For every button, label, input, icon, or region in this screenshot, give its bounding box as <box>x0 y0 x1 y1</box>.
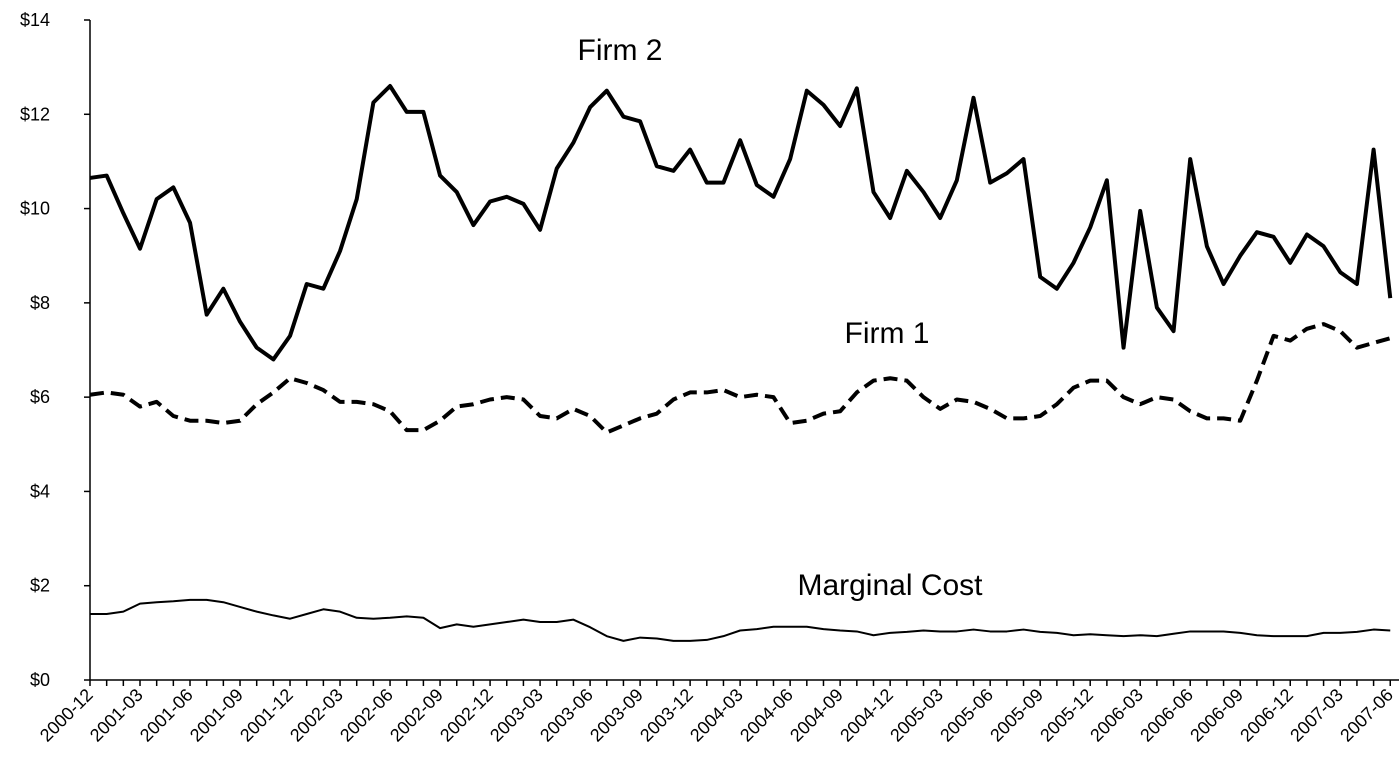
x-tick-label: 2006-03 <box>1086 685 1147 746</box>
x-tick-label: 2004-09 <box>786 685 847 746</box>
x-tick-label: 2006-12 <box>1236 685 1297 746</box>
y-tick-label: $12 <box>20 104 50 124</box>
x-tick-label: 2005-03 <box>886 685 947 746</box>
y-tick-label: $2 <box>30 576 50 596</box>
x-tick-label: 2006-09 <box>1186 685 1247 746</box>
x-tick-label: 2002-06 <box>336 685 397 746</box>
x-tick-label: 2005-09 <box>986 685 1047 746</box>
x-tick-label: 2007-03 <box>1286 685 1347 746</box>
series-label: Marginal Cost <box>797 569 983 602</box>
y-tick-label: $0 <box>30 670 50 690</box>
x-tick-label: 2007-06 <box>1336 685 1397 746</box>
x-tick-label: 2003-06 <box>536 685 597 746</box>
x-tick-label: 2001-09 <box>186 685 247 746</box>
x-tick-label: 2004-03 <box>686 685 747 746</box>
x-tick-label: 2001-03 <box>86 685 147 746</box>
x-tick-label: 2000-12 <box>36 685 97 746</box>
x-tick-label: 2004-12 <box>836 685 897 746</box>
x-tick-label: 2002-03 <box>286 685 347 746</box>
y-tick-label: $6 <box>30 387 50 407</box>
series-label: Firm 2 <box>578 34 663 67</box>
x-tick-label: 2001-12 <box>236 685 297 746</box>
series-line <box>89 322 1391 435</box>
y-tick-label: $8 <box>30 293 50 313</box>
x-tick-label: 2003-09 <box>586 685 647 746</box>
y-tick-label: $14 <box>20 10 50 30</box>
x-tick-label: 2005-12 <box>1036 685 1097 746</box>
y-tick-label: $10 <box>20 199 50 219</box>
series-line <box>90 598 1391 642</box>
series-line <box>89 84 1393 362</box>
x-tick-label: 2006-06 <box>1136 685 1197 746</box>
x-tick-label: 2005-06 <box>936 685 997 746</box>
series-label: Firm 1 <box>845 317 930 350</box>
plot-area <box>89 84 1393 642</box>
x-tick-label: 2003-03 <box>486 685 547 746</box>
y-tick-label: $4 <box>30 481 50 501</box>
x-tick-label: 2004-06 <box>736 685 797 746</box>
x-tick-label: 2003-12 <box>636 685 697 746</box>
x-tick-label: 2002-12 <box>436 685 497 746</box>
x-tick-label: 2001-06 <box>136 685 197 746</box>
x-tick-label: 2002-09 <box>386 685 447 746</box>
